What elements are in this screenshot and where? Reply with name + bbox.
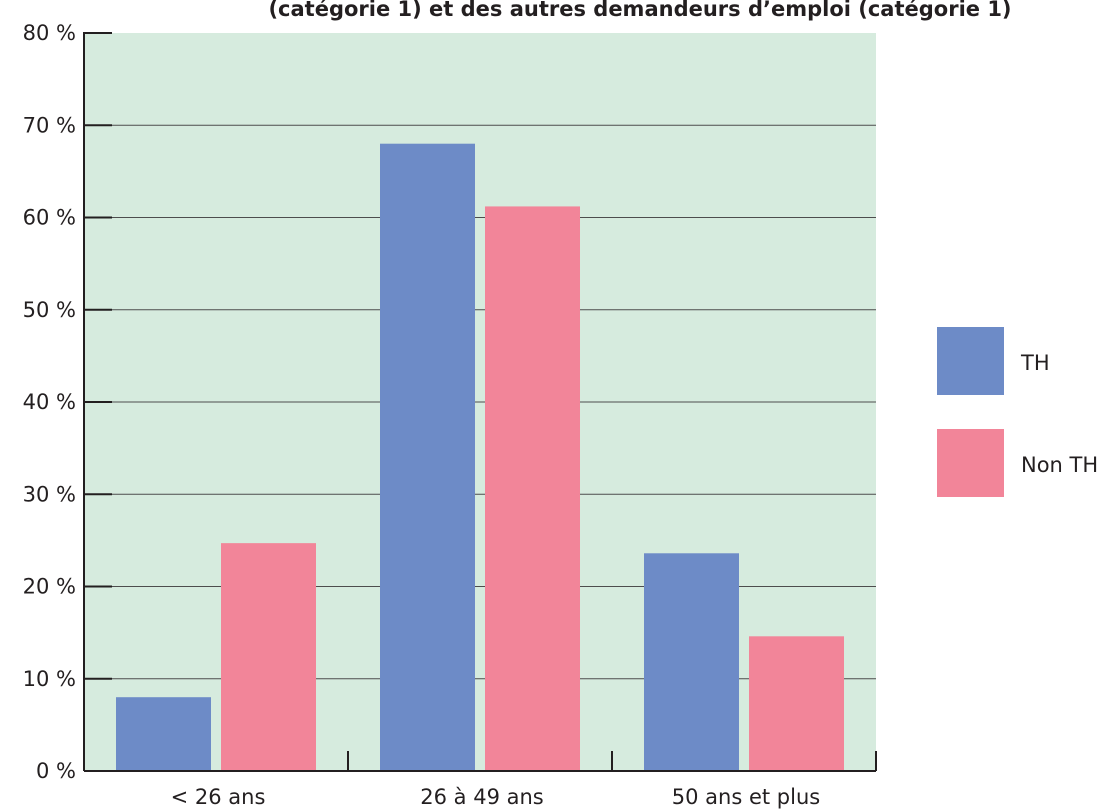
y-tick-label: 20 % (23, 575, 76, 599)
legend-swatch (937, 327, 1004, 395)
legend-swatch (937, 429, 1004, 497)
y-tick-label: 80 % (23, 21, 76, 45)
gridlines (84, 124, 876, 680)
y-tick-label: 10 % (23, 667, 76, 691)
y-tick-label: 60 % (23, 206, 76, 230)
x-tick-label: 26 à 49 ans (420, 785, 543, 809)
bars (116, 143, 844, 771)
bar-non-th (221, 543, 316, 771)
bar-th (644, 553, 739, 771)
axes (83, 32, 877, 772)
x-tick-labels: < 26 ans 26 à 49 ans 50 ans et plus (171, 785, 821, 809)
x-tick-label: 50 ans et plus (672, 785, 820, 809)
y-tick-label: 0 % (36, 759, 76, 783)
bar-non-th (749, 636, 844, 771)
legend-label: Non TH (1021, 453, 1098, 477)
y-tick-label: 50 % (23, 298, 76, 322)
y-tick-label: 70 % (23, 113, 76, 137)
legend: TH Non TH (937, 327, 1098, 497)
y-tick-labels: 0 % 10 % 20 % 30 % 40 % 50 % 60 % 70 % 80 % (23, 21, 76, 783)
x-tick-label: < 26 ans (171, 785, 266, 809)
bar-th (116, 697, 211, 771)
chart-title: (catégorie 1) et des autres demandeurs d… (268, 0, 1011, 21)
y-tick-label: 30 % (23, 482, 76, 506)
y-tick-label: 40 % (23, 390, 76, 414)
legend-label: TH (1020, 351, 1050, 375)
bar-non-th (485, 206, 580, 771)
bar-th (380, 143, 475, 771)
